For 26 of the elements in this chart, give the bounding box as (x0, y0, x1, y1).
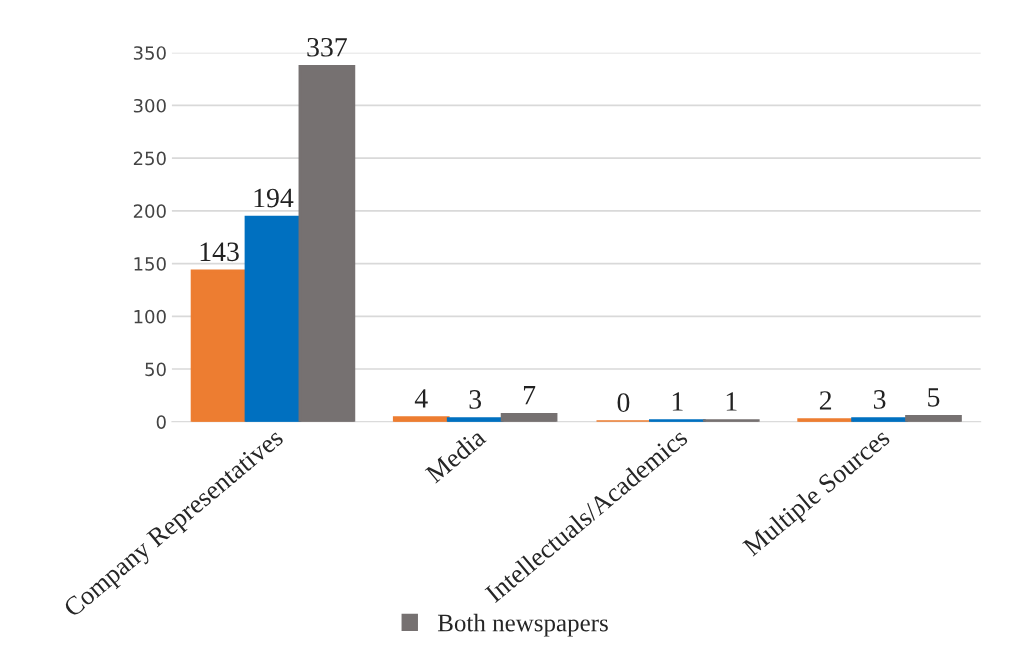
data-label: 4 (414, 389, 428, 408)
y-tick-label: 200 (133, 204, 166, 218)
y-tick-label: 0 (156, 415, 166, 429)
bar (905, 415, 962, 422)
data-label: 3 (469, 390, 482, 409)
bar (190, 269, 248, 422)
y-tick-label: 350 (133, 46, 166, 60)
y-tick-label: 150 (134, 257, 166, 271)
data-label: 0 (617, 393, 630, 412)
y-tick-label: 50 (145, 362, 166, 377)
data-label: 337 (307, 37, 347, 57)
data-label: 1 (672, 392, 683, 411)
data-label: 194 (254, 188, 294, 208)
y-tick-label: 250 (133, 151, 166, 166)
legend-label: Both newspapers (437, 613, 608, 637)
bar (298, 65, 356, 422)
y-tick-label: 300 (133, 98, 166, 113)
data-label: 1 (726, 392, 737, 411)
bar (500, 412, 558, 422)
data-label: 5 (928, 388, 940, 407)
data-label: 7 (523, 386, 536, 405)
y-tick-label: 100 (134, 309, 166, 324)
bar (244, 215, 302, 422)
data-label: 3 (873, 390, 886, 409)
data-label: 143 (200, 242, 239, 262)
data-label: 2 (819, 391, 832, 410)
